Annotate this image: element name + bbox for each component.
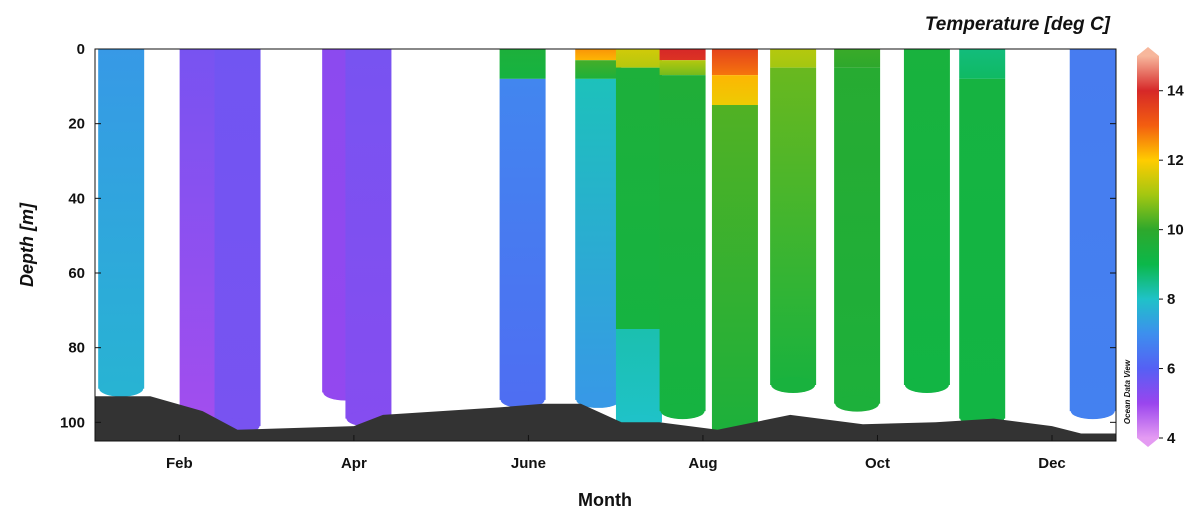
profile-column xyxy=(615,49,662,431)
y-tick-label: 60 xyxy=(68,265,85,282)
profile-segment xyxy=(499,78,546,400)
profile-end-cap xyxy=(1070,403,1115,420)
x-tick-label: Dec xyxy=(1038,455,1066,472)
profile-column xyxy=(711,49,758,438)
profile-segment xyxy=(711,105,758,430)
y-tick-label: 0 xyxy=(77,41,85,58)
profile-column xyxy=(499,49,546,408)
colorbar-tick-label: 8 xyxy=(1167,291,1175,308)
profile-column xyxy=(659,49,706,420)
profile-segment xyxy=(615,67,662,330)
profile-segment xyxy=(834,49,881,68)
profile-segment xyxy=(711,49,758,76)
x-tick-label: Feb xyxy=(166,455,193,472)
colorbar-tick-label: 12 xyxy=(1167,152,1184,169)
profile-end-cap xyxy=(771,377,816,393)
profile-segment xyxy=(98,49,145,389)
colorbar-gradient xyxy=(1137,56,1159,438)
profile-columns xyxy=(98,49,1116,438)
profile-column xyxy=(575,49,622,408)
axes: 0 20 40 60 80 100 Feb Apr June Aug Oct Dec xyxy=(60,41,1117,472)
profile-end-cap xyxy=(835,395,880,412)
profile-segment xyxy=(615,329,662,423)
profile-column xyxy=(903,49,950,393)
profile-segment xyxy=(903,49,950,385)
profile-column xyxy=(345,49,392,427)
colorbar-tick-label: 14 xyxy=(1167,83,1184,100)
profile-end-cap xyxy=(904,377,949,393)
profile-segment xyxy=(834,67,881,404)
profile-segment xyxy=(659,49,706,61)
y-axis-label: Depth [m] xyxy=(17,202,37,287)
profile-segment xyxy=(770,67,817,386)
profile-segment xyxy=(711,75,758,105)
seafloor-shape xyxy=(95,396,1116,441)
profile-segment xyxy=(770,49,817,68)
profile-segment xyxy=(575,49,622,61)
profile-column xyxy=(98,49,145,397)
colorbar: 4 6 8 10 12 14 xyxy=(1137,47,1184,447)
seafloor xyxy=(95,396,1116,441)
plot-frame xyxy=(94,48,1117,442)
profile-segment xyxy=(345,49,392,419)
x-tick-label: Oct xyxy=(865,455,890,472)
profile-end-cap xyxy=(500,391,545,408)
profile-segment xyxy=(499,49,546,79)
colorbar-tick-label: 6 xyxy=(1167,361,1175,378)
watermark: Ocean Data View xyxy=(1123,359,1132,424)
y-tick-label: 40 xyxy=(68,190,85,207)
colorbar-max-arrow xyxy=(1137,47,1159,56)
x-tick-label: Apr xyxy=(341,455,367,472)
y-tick-label: 20 xyxy=(68,116,85,133)
profile-segment xyxy=(1069,49,1116,412)
colorbar-tick-label: 10 xyxy=(1167,222,1184,239)
profile-segment xyxy=(659,75,706,412)
profile-column xyxy=(959,49,1006,427)
profile-segment xyxy=(959,78,1006,419)
profile-end-cap xyxy=(99,380,144,397)
profile-end-cap xyxy=(660,403,705,420)
x-tick-label: June xyxy=(511,455,546,472)
profile-segment xyxy=(214,49,261,427)
colorbar-min-arrow xyxy=(1137,438,1159,447)
y-tick-label: 100 xyxy=(60,414,85,431)
x-tick-label: Aug xyxy=(688,455,717,472)
colorbar-title: Temperature [deg C] xyxy=(925,14,1111,35)
profile-segment xyxy=(575,78,622,400)
x-axis-label: Month xyxy=(578,490,632,510)
profile-segment xyxy=(959,49,1006,79)
colorbar-tick-label: 4 xyxy=(1167,430,1176,447)
profile-column xyxy=(770,49,817,393)
profile-column xyxy=(834,49,881,412)
profile-segment xyxy=(575,60,622,79)
profile-segment xyxy=(615,49,662,68)
profile-column xyxy=(1069,49,1116,420)
y-tick-label: 80 xyxy=(68,340,85,357)
profile-end-cap xyxy=(576,391,621,408)
profile-column xyxy=(214,49,261,435)
profile-segment xyxy=(659,60,706,76)
